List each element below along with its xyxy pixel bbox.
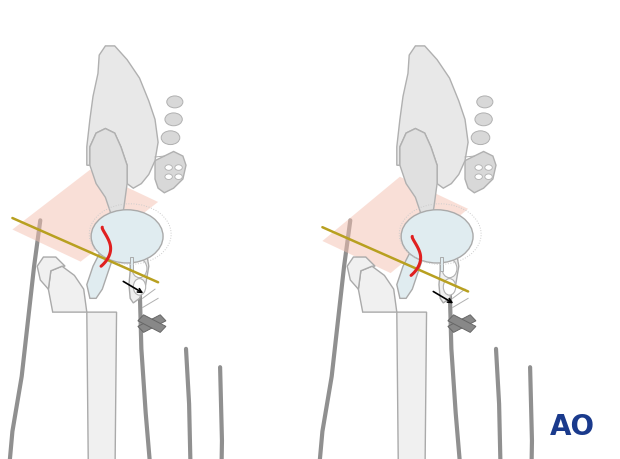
Text: AO: AO [550,413,595,441]
Polygon shape [322,177,468,273]
Polygon shape [37,257,65,289]
Polygon shape [397,234,425,298]
Polygon shape [12,170,158,262]
Polygon shape [117,225,149,303]
Circle shape [165,174,172,179]
Polygon shape [130,257,133,271]
Polygon shape [358,266,397,312]
Polygon shape [87,312,117,459]
Polygon shape [397,46,468,188]
Ellipse shape [442,259,457,278]
Ellipse shape [132,259,147,278]
Circle shape [175,165,182,170]
Circle shape [401,210,473,263]
Circle shape [91,210,163,263]
Circle shape [485,165,492,170]
Polygon shape [440,257,443,271]
Circle shape [477,96,493,108]
Circle shape [475,174,482,179]
Polygon shape [400,129,437,225]
Polygon shape [397,312,427,459]
Polygon shape [427,225,459,303]
Circle shape [485,174,492,179]
Circle shape [471,131,490,145]
Ellipse shape [443,279,456,295]
Circle shape [165,113,182,126]
Polygon shape [48,266,87,312]
Ellipse shape [133,279,146,295]
FancyBboxPatch shape [138,315,166,332]
Circle shape [475,113,492,126]
Polygon shape [90,129,127,225]
Polygon shape [87,234,115,298]
Circle shape [161,131,180,145]
Circle shape [475,165,482,170]
Circle shape [165,165,172,170]
FancyBboxPatch shape [448,315,476,332]
Circle shape [167,96,183,108]
Polygon shape [465,151,496,193]
Polygon shape [87,46,158,188]
Polygon shape [155,151,186,193]
FancyBboxPatch shape [138,315,166,332]
Circle shape [175,174,182,179]
FancyBboxPatch shape [448,315,476,332]
Polygon shape [347,257,375,289]
